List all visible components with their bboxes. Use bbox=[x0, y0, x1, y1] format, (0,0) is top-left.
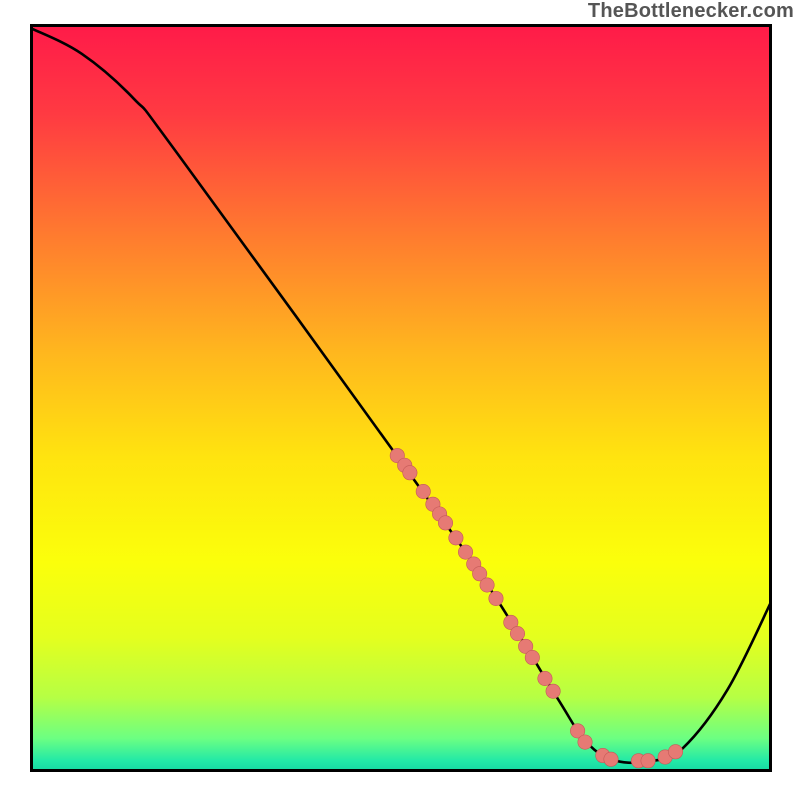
data-marker bbox=[416, 484, 430, 498]
data-marker bbox=[538, 671, 552, 685]
data-marker bbox=[403, 466, 417, 480]
data-marker bbox=[449, 531, 463, 545]
data-marker bbox=[641, 754, 655, 768]
data-marker bbox=[510, 626, 524, 640]
data-marker bbox=[578, 735, 592, 749]
watermark-text: TheBottlenecker.com bbox=[588, 0, 794, 23]
data-marker bbox=[458, 545, 472, 559]
data-marker bbox=[489, 591, 503, 605]
data-marker bbox=[480, 578, 494, 592]
data-marker bbox=[604, 752, 618, 766]
data-marker bbox=[438, 516, 452, 530]
data-marker bbox=[668, 745, 682, 759]
bottleneck-chart bbox=[30, 24, 772, 772]
chart-background bbox=[30, 24, 772, 772]
chart-svg bbox=[30, 24, 772, 772]
data-marker bbox=[525, 650, 539, 664]
data-marker bbox=[546, 684, 560, 698]
